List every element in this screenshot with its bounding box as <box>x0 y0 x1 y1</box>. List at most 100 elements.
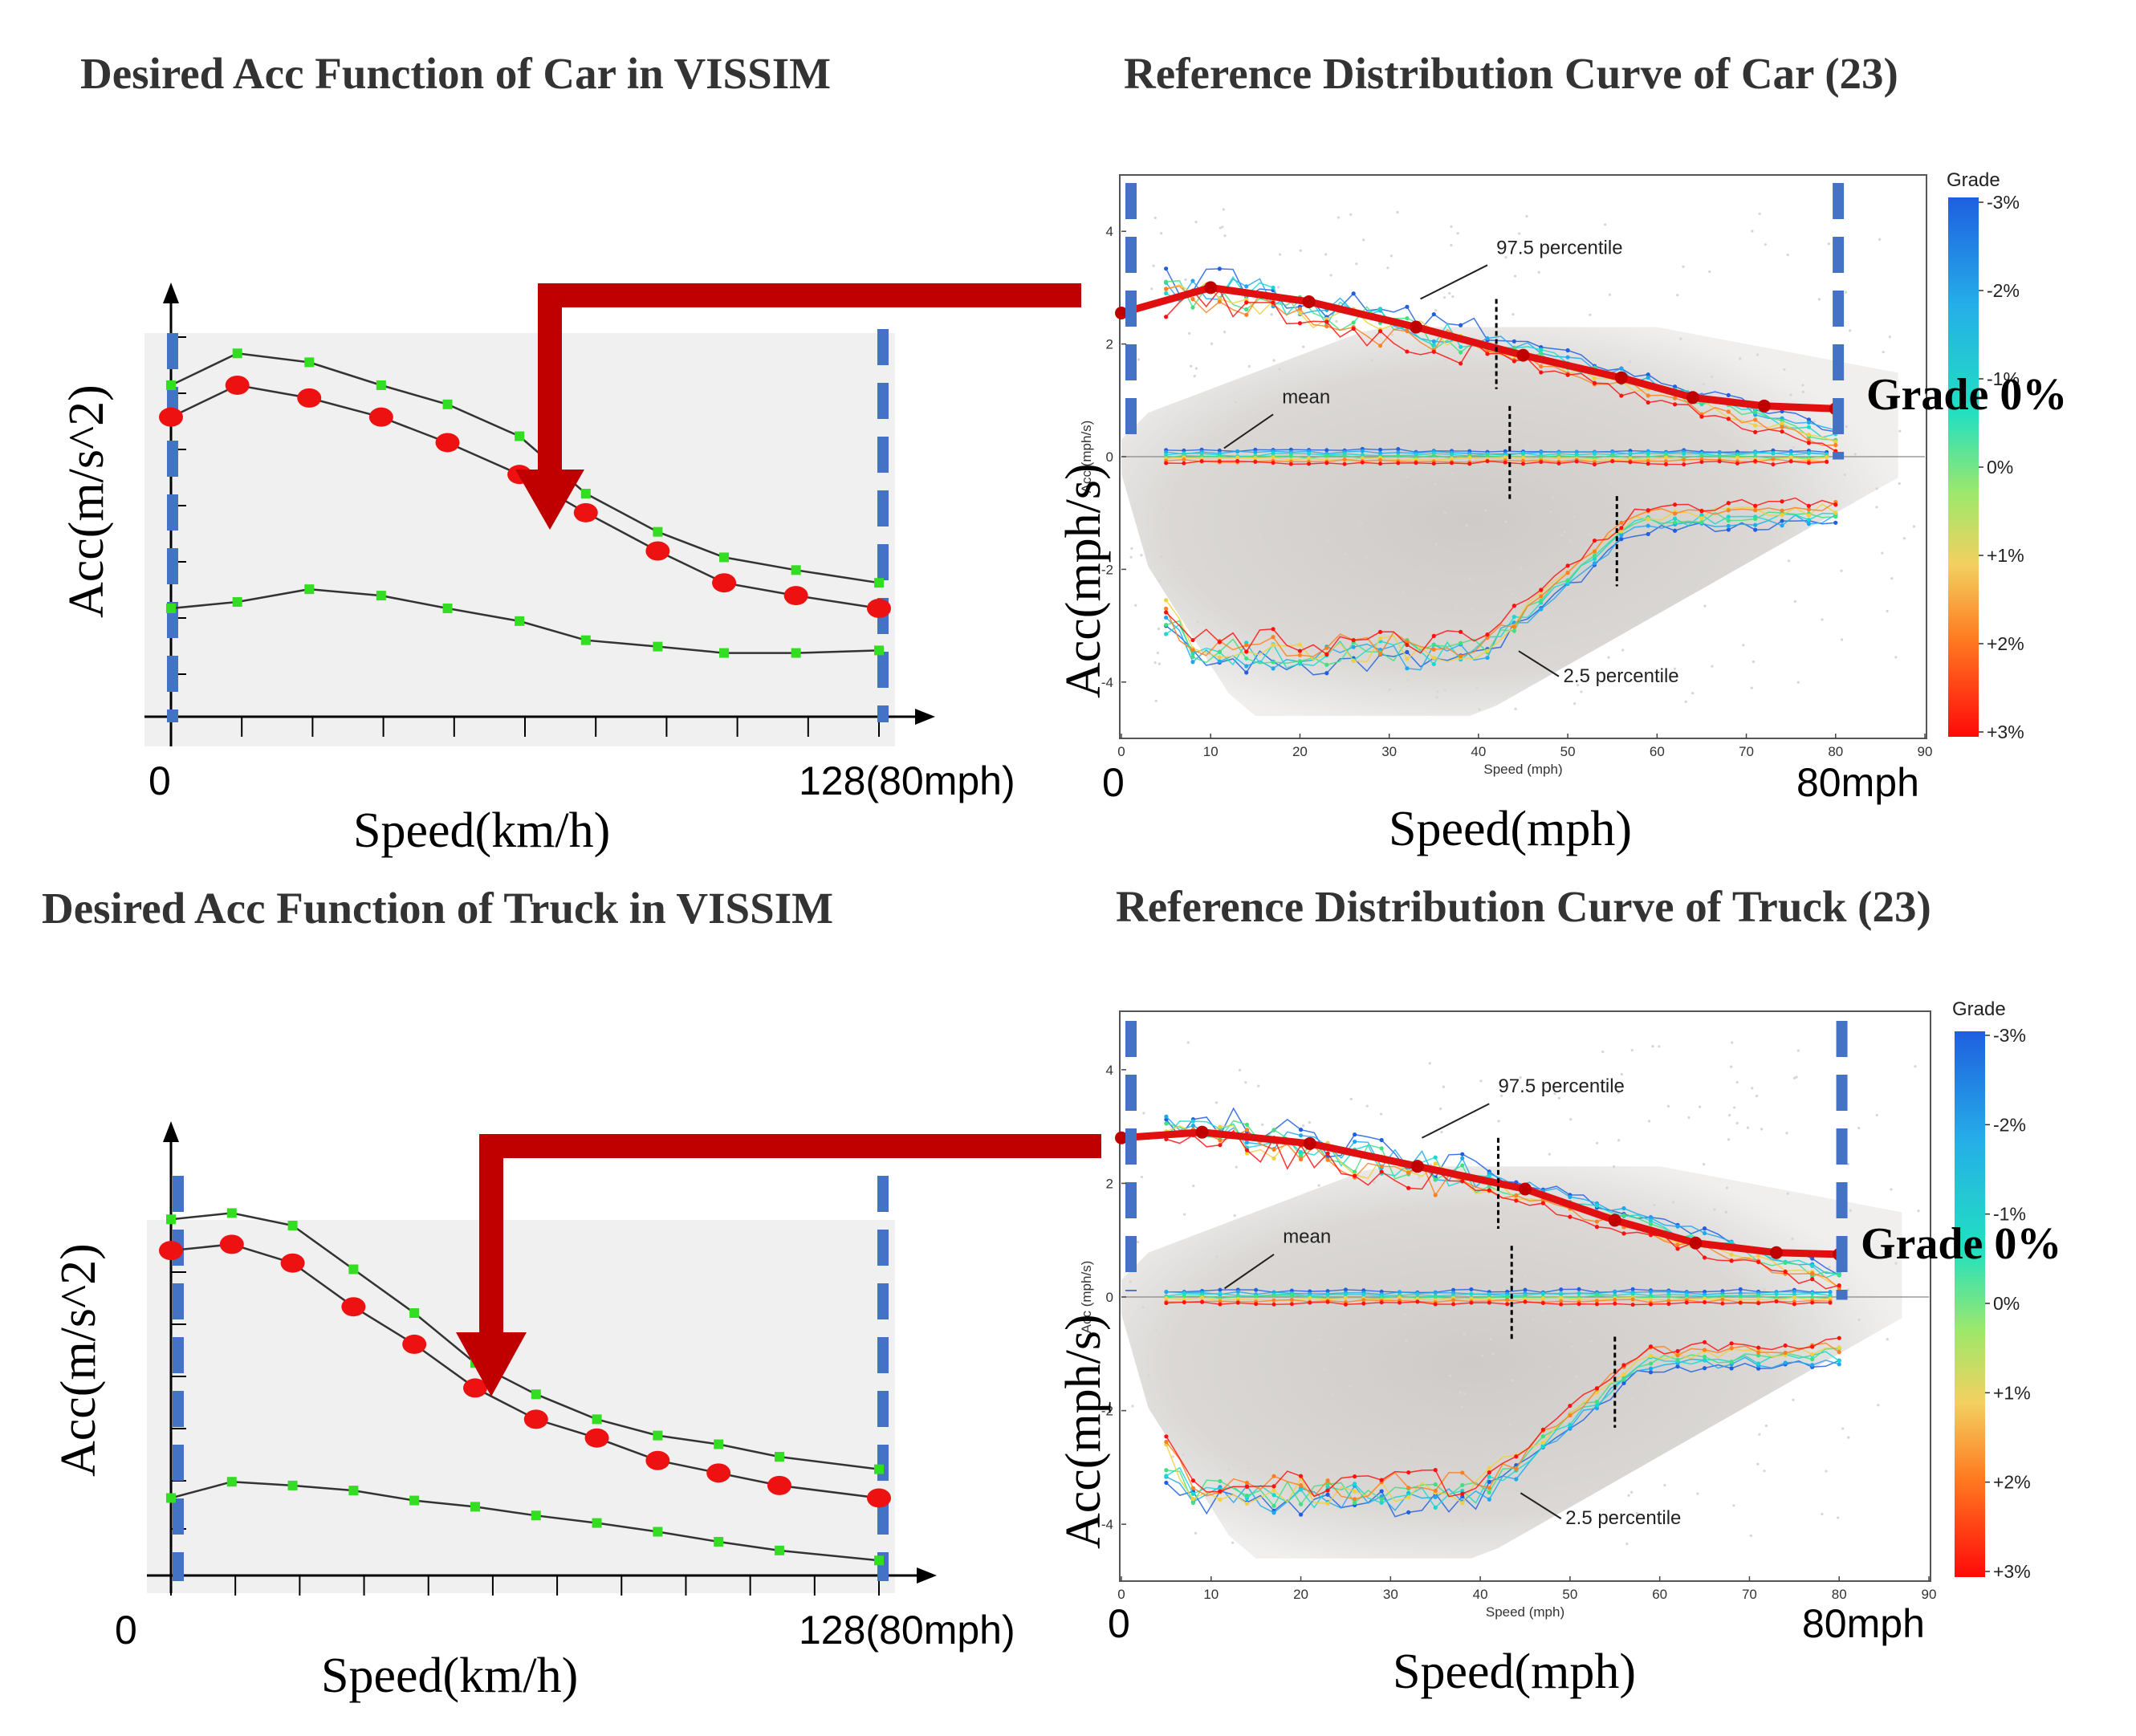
p975-point <box>1164 279 1169 284</box>
p25-point <box>1433 1494 1438 1499</box>
p975-point <box>1433 1155 1438 1160</box>
max-point <box>442 399 453 409</box>
cloud-speckle <box>1841 1427 1845 1430</box>
cloud-speckle <box>1735 1080 1739 1084</box>
cloud-speckle <box>1660 1305 1663 1308</box>
mean-point <box>1378 457 1383 462</box>
p25-point <box>1379 1497 1384 1502</box>
inner-x-tick-label: 40 <box>1473 1587 1488 1602</box>
p975-point <box>1298 1128 1304 1132</box>
desired-point <box>645 1450 670 1470</box>
max-point <box>515 431 525 441</box>
mean-point <box>1825 460 1829 465</box>
p25-trace <box>1166 512 1836 669</box>
cloud-speckle <box>1553 1092 1556 1096</box>
cloud-speckle <box>1620 1072 1623 1076</box>
cloud-speckle <box>1857 1318 1861 1322</box>
p25-pointer <box>1518 650 1560 677</box>
truck-vissim-y-arrowhead <box>163 1121 179 1142</box>
p975-point <box>1592 376 1597 380</box>
p975-point <box>1244 1140 1250 1145</box>
cloud-speckle <box>1628 360 1632 364</box>
mean-point <box>1756 1294 1761 1299</box>
cloud-speckle <box>1878 238 1882 241</box>
p25-point <box>1406 1510 1411 1514</box>
p25-point <box>1619 520 1624 525</box>
mean-point <box>1810 1300 1815 1305</box>
p975-point <box>1675 1224 1680 1229</box>
cloud-speckle <box>1160 555 1163 559</box>
cloud-speckle <box>1434 543 1438 546</box>
min-point <box>442 603 453 613</box>
p975-pointer <box>1420 264 1488 300</box>
car-vissim-ylabel: Acc(m/s^2) <box>59 384 114 618</box>
p975-point <box>1271 285 1275 290</box>
cloud-speckle <box>1459 614 1463 617</box>
p25-label: 2.5 percentile <box>1565 1507 1681 1529</box>
p25-point <box>1646 523 1650 528</box>
p25-point <box>1379 1494 1384 1499</box>
max-point <box>226 1208 237 1218</box>
cloud-speckle <box>1755 1094 1759 1098</box>
min-point <box>376 591 386 601</box>
p25-point <box>1244 656 1249 661</box>
p25-point <box>1753 508 1758 513</box>
p975-point <box>1351 320 1356 325</box>
mean-point <box>1630 1291 1635 1296</box>
p25-point <box>1244 670 1249 675</box>
cloud-speckle <box>1403 1312 1406 1315</box>
cloud-speckle <box>1365 1104 1369 1108</box>
p975-point <box>1753 417 1758 422</box>
min-point <box>719 648 730 658</box>
p25-trace <box>1166 1337 1840 1498</box>
p25-point <box>1780 513 1784 518</box>
car-ref-title: Reference Distribution Curve of Car (23) <box>1124 49 1898 98</box>
cloud-speckle <box>1269 1467 1272 1470</box>
car-ref-grade-note: Grade 0% <box>1866 370 2067 420</box>
p975-point <box>1190 297 1195 302</box>
cloud-speckle <box>1630 1397 1634 1401</box>
p975-point <box>1431 339 1436 344</box>
cloud-speckle <box>1497 1120 1500 1123</box>
mean-point <box>1235 455 1240 460</box>
cloud-speckle <box>1646 1435 1650 1438</box>
mean-point <box>1663 459 1668 464</box>
p25-point <box>1514 1477 1519 1482</box>
cloud-speckle <box>1789 393 1792 396</box>
cloud-speckle <box>1137 358 1141 361</box>
cloud-speckle <box>1156 651 1160 655</box>
cloud-speckle <box>1698 1105 1702 1108</box>
car-vissim-xlabel: Speed(km/h) <box>353 803 610 858</box>
mean-point <box>1414 461 1418 466</box>
p25-point <box>1539 598 1544 604</box>
car-ref-x-end: 80mph <box>1796 760 1919 805</box>
cloud-speckle <box>1142 1112 1145 1115</box>
cloud-speckle <box>1751 230 1754 233</box>
p25-point <box>1164 632 1169 636</box>
min-point <box>592 1518 602 1528</box>
mean-point <box>1810 1295 1815 1299</box>
truck-vissim-panel: Acc(m/s^2) 0 128(80mph) Speed(km/h) <box>51 1121 1015 1703</box>
cloud-speckle <box>1153 661 1157 665</box>
cloud-speckle <box>1817 298 1821 301</box>
cloud-speckle <box>1569 1118 1573 1121</box>
p25-point <box>1217 640 1222 644</box>
p975-point <box>1431 343 1436 348</box>
mean-point <box>1288 453 1293 458</box>
p975-point <box>1351 326 1356 331</box>
cloud-speckle <box>1468 1187 1471 1190</box>
cloud-speckle <box>1312 1314 1316 1317</box>
mean-trace <box>1166 460 1827 466</box>
p25-point <box>1460 1470 1465 1475</box>
mean-point <box>1738 1295 1743 1299</box>
mean-point <box>1218 1299 1223 1304</box>
p25-point <box>1297 653 1303 657</box>
cloud-speckle <box>1739 357 1742 360</box>
mean-trace <box>1166 454 1827 459</box>
mean-point <box>1559 1295 1564 1300</box>
mean-point <box>1774 1291 1779 1296</box>
mean-point <box>1540 1301 1545 1306</box>
grade0-fit-point <box>1608 1214 1621 1227</box>
mean-point <box>1825 454 1829 459</box>
